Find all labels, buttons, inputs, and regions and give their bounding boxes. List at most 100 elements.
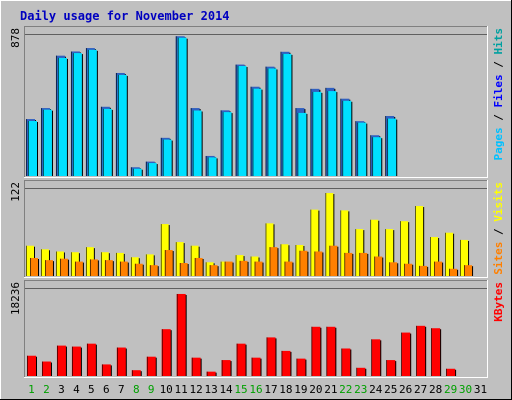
bar-visits-15 [250, 256, 259, 276]
x-label-day: 16 [249, 383, 262, 396]
bar-pages-15 [252, 88, 262, 176]
bar-sites-9 [164, 250, 173, 276]
legend-visits_sites: Sites / Visits [492, 182, 505, 275]
panel-visits_sites: 122 Sites / Visits [9, 180, 505, 278]
x-label-day: 6 [103, 383, 110, 396]
bar-visits-28 [445, 232, 454, 276]
bar-sites-10 [179, 263, 188, 276]
x-label-day: 26 [399, 383, 412, 396]
bar-pages-2 [57, 57, 67, 176]
bar-sites-5 [104, 260, 113, 276]
bar-kbytes-18 [296, 358, 306, 376]
bar-visits-27 [430, 237, 439, 276]
bar-kbytes-8 [146, 356, 156, 376]
bar-sites-7 [134, 263, 143, 276]
bar-sites-15 [254, 261, 263, 276]
x-label-day: 15 [234, 383, 247, 396]
bar-sites-19 [314, 251, 323, 276]
x-axis-labels: 1 2 3 4 5 6 7 8 9 10 11 12 13 14 15 16 17 18 19 20 21 22 23 24 2… [28, 383, 487, 396]
bar-sites-4 [89, 259, 98, 276]
bar-pages-1 [42, 109, 52, 176]
x-label-day: 22 [339, 383, 352, 396]
x-label-day: 12 [190, 383, 203, 396]
legend-part-0: Sites [492, 242, 505, 275]
legend-part-0: Pages [492, 127, 505, 160]
bar-sites-25 [404, 263, 413, 276]
bar-pages-12 [207, 157, 217, 176]
bar-pages-4 [87, 49, 97, 177]
x-label-day: 29 [444, 383, 457, 396]
x-label-day: 17 [264, 383, 277, 396]
bar-sites-8 [149, 265, 158, 276]
x-label-day: 19 [294, 383, 307, 396]
bar-kbytes-0 [27, 355, 36, 376]
panel-kbytes: 18236 KBytes [9, 280, 505, 378]
bar-visits-25 [400, 221, 409, 276]
bar-visits-20 [325, 193, 334, 276]
bar-pages-14 [237, 66, 247, 176]
bar-sites-3 [74, 261, 83, 276]
bar-kbytes-20 [326, 326, 336, 376]
bar-kbytes-15 [251, 357, 261, 376]
bar-kbytes-25 [401, 332, 411, 376]
bar-sites-24 [389, 262, 398, 276]
x-label-day: 30 [459, 383, 472, 396]
bar-sites-28 [449, 268, 458, 276]
bar-visits-10 [175, 242, 184, 276]
bar-sites-26 [419, 265, 428, 276]
bar-visits-23 [370, 219, 379, 276]
bar-visits-22 [355, 229, 364, 276]
bar-pages-7 [132, 168, 142, 176]
legend-part-4: Hits [492, 28, 505, 55]
bar-pages-5 [102, 108, 112, 176]
x-label-day: 9 [148, 383, 155, 396]
x-label-day: 20 [309, 383, 322, 396]
bar-pages-20 [327, 91, 337, 176]
legend-part-2: Files [492, 74, 505, 107]
bar-pages-21 [342, 100, 352, 176]
bar-pages-22 [357, 122, 367, 176]
bar-sites-16 [269, 247, 278, 276]
bar-kbytes-23 [371, 339, 381, 376]
chart-panels: 878 Pages / Files / Hits 122 Sites / Visits… [9, 26, 505, 378]
bar-sites-21 [344, 252, 353, 276]
bar-kbytes-5 [101, 364, 111, 376]
x-label-day: 4 [73, 383, 80, 396]
x-label-day: 27 [414, 383, 427, 396]
x-label-day: 31 [474, 383, 487, 396]
bar-kbytes-11 [191, 357, 201, 376]
bar-kbytes-16 [266, 337, 276, 376]
x-label-day: 18 [279, 383, 292, 396]
bar-sites-20 [329, 245, 338, 276]
bar-pages-13 [222, 112, 232, 176]
bar-visits-24 [385, 229, 394, 276]
bar-kbytes-14 [236, 343, 246, 376]
bar-kbytes-4 [86, 343, 96, 376]
y-max-label: 122 [9, 182, 22, 202]
bar-sites-1 [44, 260, 53, 276]
x-label-day: 7 [118, 383, 125, 396]
bar-kbytes-13 [221, 360, 231, 376]
bar-sites-0 [30, 257, 38, 276]
x-label-day: 25 [384, 383, 397, 396]
bar-sites-17 [284, 261, 293, 276]
x-label-day: 24 [369, 383, 383, 396]
bar-kbytes-6 [116, 347, 126, 376]
bar-pages-9 [162, 139, 172, 176]
y-max-label: 18236 [9, 282, 22, 315]
bar-sites-27 [434, 261, 443, 276]
bar-sites-23 [374, 256, 383, 276]
x-label-day: 14 [219, 383, 233, 396]
legend-hits_files_pages: Pages / Files / Hits [492, 28, 505, 161]
x-label-day: 8 [133, 383, 140, 396]
y-max-label: 878 [9, 28, 22, 48]
bar-kbytes-3 [71, 346, 81, 376]
bar-pages-10 [177, 37, 187, 176]
bar-visits-9 [160, 224, 169, 276]
bar-kbytes-9 [161, 329, 171, 376]
bar-pages-6 [117, 74, 127, 176]
bar-visits-29 [460, 239, 469, 276]
panel-hits_files_pages: 878 Pages / Files / Hits [9, 26, 505, 178]
bar-pages-11 [192, 110, 202, 176]
